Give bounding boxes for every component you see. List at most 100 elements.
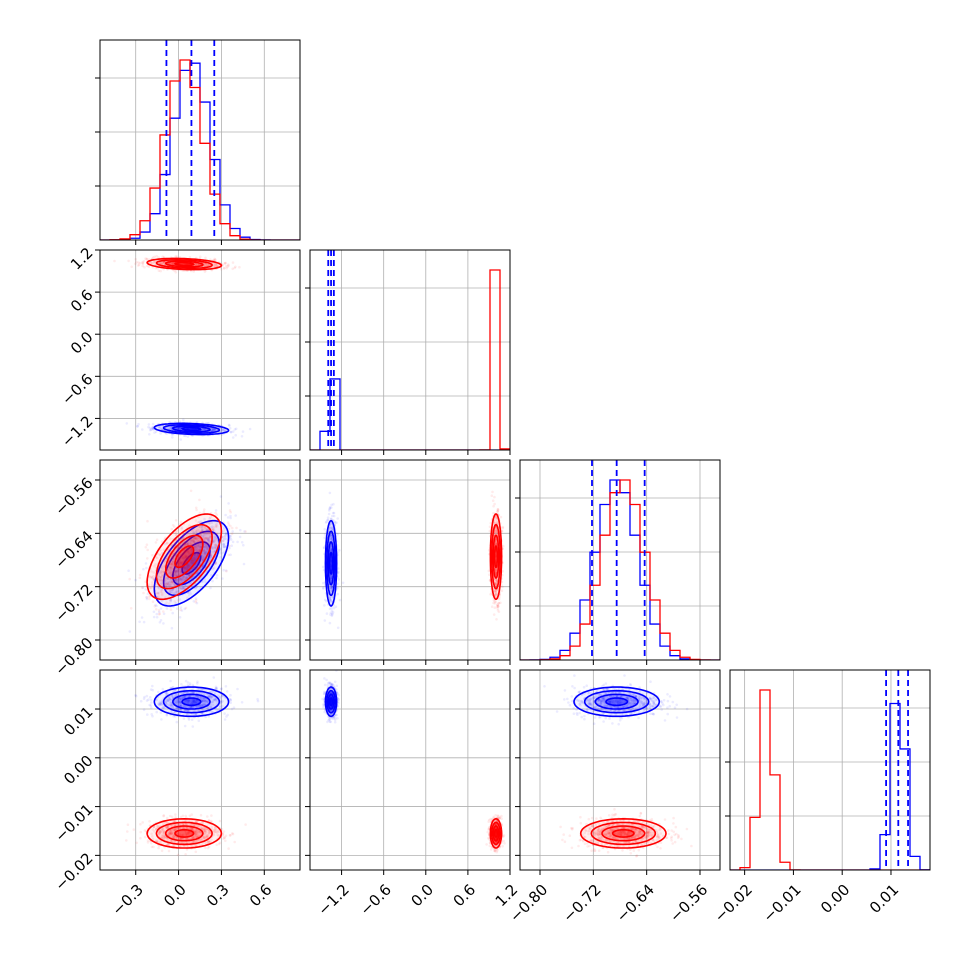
- sample-point: [215, 513, 219, 516]
- sample-point: [212, 264, 216, 268]
- sample-point: [198, 704, 201, 708]
- sample-point: [205, 528, 209, 531]
- sample-point: [214, 698, 217, 702]
- sample-point: [196, 543, 200, 547]
- sample-point: [330, 526, 334, 529]
- sample-point: [174, 590, 178, 594]
- sample-point: [198, 704, 201, 708]
- sample-point: [199, 520, 203, 523]
- sample-point: [171, 262, 174, 266]
- sample-point: [160, 565, 163, 568]
- sample-point: [182, 704, 186, 708]
- sample-point: [322, 546, 326, 549]
- sample-point: [330, 587, 333, 590]
- sample-point: [141, 428, 144, 431]
- sample-point: [322, 568, 326, 572]
- panel-border: [309, 249, 511, 451]
- sample-point: [215, 519, 218, 522]
- sample-point: [177, 561, 181, 565]
- sample-point: [206, 421, 210, 425]
- sample-point: [178, 598, 182, 601]
- sample-point: [202, 556, 205, 560]
- sample-point: [329, 589, 333, 592]
- sample-point: [496, 604, 500, 608]
- sample-point: [212, 698, 216, 702]
- sample-point: [202, 568, 205, 571]
- sample-point: [201, 554, 205, 558]
- sample-point: [181, 557, 185, 561]
- sample-point: [134, 694, 137, 697]
- sample-point: [171, 686, 175, 689]
- sample-point: [172, 564, 176, 568]
- sample-point: [215, 522, 218, 526]
- sample-point: [137, 422, 140, 426]
- sample-point: [205, 542, 208, 546]
- sample-point: [171, 705, 175, 709]
- sample-point: [495, 530, 499, 533]
- sample-point: [228, 534, 232, 538]
- sample-point: [330, 526, 334, 530]
- sample-point: [158, 612, 161, 615]
- sample-point: [188, 524, 191, 527]
- sample-point: [166, 699, 169, 702]
- sample-point: [214, 525, 218, 529]
- sample-point: [185, 543, 188, 546]
- sample-point: [127, 569, 130, 572]
- sample-point: [168, 561, 171, 565]
- sample-point: [190, 548, 193, 552]
- sample-point: [496, 604, 500, 608]
- contour-line: [491, 523, 501, 590]
- sample-point: [332, 514, 336, 518]
- sample-point: [201, 552, 204, 556]
- sample-point: [192, 539, 196, 543]
- sample-point: [205, 549, 208, 552]
- histogram-step: [100, 59, 300, 240]
- density-fill: [493, 535, 499, 578]
- sample-point: [188, 572, 191, 576]
- sample-point: [169, 537, 172, 541]
- sample-point: [148, 426, 152, 430]
- sample-point: [168, 426, 171, 429]
- sample-point: [194, 537, 198, 540]
- sample-point: [145, 257, 149, 261]
- sample-point: [172, 567, 175, 571]
- sample-point: [160, 718, 163, 721]
- sample-point: [240, 701, 244, 704]
- sample-point: [204, 532, 208, 536]
- sample-point: [186, 590, 189, 593]
- sample-point: [326, 516, 330, 519]
- sample-point: [143, 695, 146, 699]
- sample-point: [495, 570, 498, 573]
- sample-point: [330, 575, 333, 578]
- sample-point: [206, 700, 210, 703]
- sample-point: [333, 520, 337, 524]
- sample-point: [219, 547, 222, 550]
- density-fill: [182, 552, 201, 574]
- sample-point: [495, 578, 499, 582]
- sample-point: [184, 695, 187, 699]
- sample-point: [208, 517, 211, 520]
- sample-point: [186, 695, 189, 698]
- sample-point: [330, 599, 334, 603]
- sample-point: [155, 615, 159, 619]
- sample-point: [176, 698, 180, 702]
- sample-point: [183, 577, 187, 581]
- sample-point: [204, 715, 207, 719]
- sample-point: [173, 553, 177, 557]
- sample-point: [206, 542, 210, 546]
- sample-point: [221, 539, 225, 543]
- sample-point: [226, 516, 230, 519]
- sample-point: [193, 555, 196, 558]
- sample-point: [184, 555, 187, 559]
- sample-point: [177, 578, 180, 582]
- sample-point: [180, 696, 183, 700]
- sample-point: [182, 585, 185, 589]
- sample-point: [183, 567, 187, 570]
- sample-point: [189, 560, 192, 564]
- sample-point: [323, 619, 327, 622]
- sample-point: [170, 555, 174, 559]
- sample-point: [204, 552, 207, 555]
- sample-point: [222, 568, 225, 572]
- sample-point: [161, 255, 164, 258]
- sample-point: [173, 269, 176, 273]
